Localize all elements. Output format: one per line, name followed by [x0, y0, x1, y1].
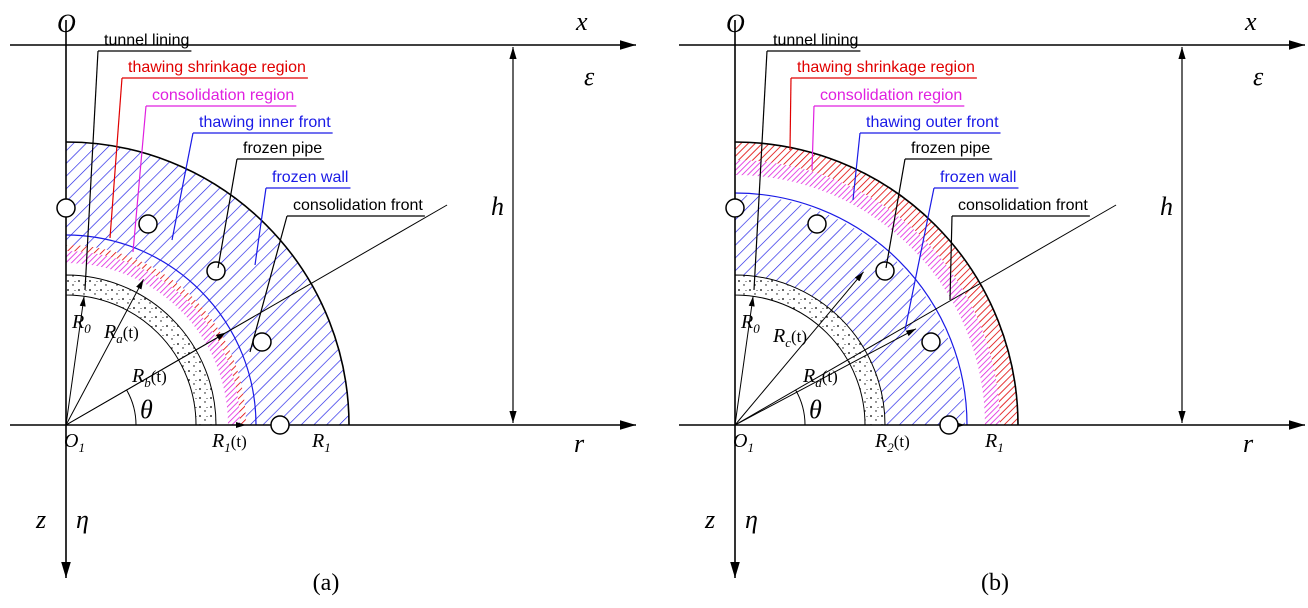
label-sub: 1 [747, 440, 754, 455]
symbol: η [745, 505, 758, 534]
label-base: R [802, 365, 815, 387]
annotation: thawing outer front [866, 114, 999, 131]
radius-label: Rb(t) [131, 365, 167, 390]
frozen-pipe [271, 416, 289, 434]
frozen-pipe [922, 333, 940, 351]
annotation: tunnel lining [773, 32, 858, 49]
annotation: frozen pipe [911, 140, 990, 157]
radius-label: Rd(t) [802, 365, 838, 390]
label-base: O [733, 430, 747, 452]
theta-arc [796, 390, 805, 425]
label-base: R [131, 365, 144, 387]
symbol: θ [809, 395, 822, 424]
frozen-pipe [726, 199, 744, 217]
radius-label: Ra(t) [103, 321, 139, 346]
annotation: consolidation front [293, 197, 423, 214]
label-base: R [874, 430, 887, 452]
radius-label: Rc(t) [772, 325, 807, 350]
label-suffix: (t) [231, 432, 247, 451]
radius-label: R1(t) [211, 430, 247, 455]
annotation: frozen wall [272, 169, 348, 186]
symbol: ε [584, 62, 595, 91]
label-base: R [71, 311, 84, 333]
label-suffix: (t) [151, 367, 167, 386]
label-sub: 1 [997, 440, 1004, 455]
frozen-pipe [808, 215, 826, 233]
frozen-pipe [876, 262, 894, 280]
label-base: R [211, 430, 224, 452]
annotation: thawing shrinkage region [128, 59, 306, 76]
radius-label: O1 [64, 430, 85, 455]
frozen-pipe [253, 333, 271, 351]
label-sub: 1 [78, 440, 85, 455]
annotation: consolidation region [152, 87, 294, 104]
label-base: R [772, 325, 785, 347]
radius-label: R1 [984, 430, 1004, 455]
symbol: h [491, 192, 504, 221]
theta-arc [127, 390, 136, 425]
label-sub: 0 [753, 321, 760, 336]
symbol: O [57, 9, 76, 38]
symbol: x [1244, 7, 1257, 36]
annotation: frozen pipe [243, 140, 322, 157]
symbol: z [704, 505, 715, 534]
label-base: R [103, 321, 116, 343]
label-sub: 0 [84, 321, 91, 336]
symbol: x [575, 7, 588, 36]
label-base: O [64, 430, 78, 452]
symbol: ε [1253, 62, 1264, 91]
label-sub: 1 [324, 440, 331, 455]
symbol: h [1160, 192, 1173, 221]
label-suffix: (t) [822, 367, 838, 386]
radius-label: R0 [740, 311, 760, 336]
symbol: θ [140, 395, 153, 424]
label-suffix: (t) [123, 323, 139, 342]
symbol: z [35, 505, 46, 534]
symbol: O [726, 9, 745, 38]
frozen-pipe [207, 262, 225, 280]
symbol: η [76, 505, 89, 534]
frozen-pipe [940, 416, 958, 434]
figure: OxεhrzηθO1R0Ra(t)Rb(t)R1(t)R1tunnel lini… [0, 0, 1308, 608]
radius-label: R1 [311, 430, 331, 455]
symbol: r [1243, 429, 1254, 458]
label-base: R [740, 311, 753, 333]
leader-line [790, 78, 791, 150]
annotation: thawing inner front [199, 114, 331, 131]
label-base: R [311, 430, 324, 452]
annotation: tunnel lining [104, 32, 189, 49]
annotation: thawing shrinkage region [797, 59, 975, 76]
caption: (a) [313, 570, 340, 596]
radius-label: R2(t) [874, 430, 910, 455]
frozen-pipe [139, 215, 157, 233]
label-suffix: (t) [791, 327, 807, 346]
annotation: consolidation front [958, 197, 1088, 214]
frozen-pipe [57, 199, 75, 217]
symbol: r [574, 429, 585, 458]
radius-label: O1 [733, 430, 754, 455]
label-suffix: (t) [894, 432, 910, 451]
caption: (b) [981, 570, 1009, 596]
annotation: consolidation region [820, 87, 962, 104]
panel: OxεhrzηθO1R0Ra(t)Rb(t)R1(t)R1tunnel lini… [10, 7, 636, 596]
label-base: R [984, 430, 997, 452]
annotation: frozen wall [940, 169, 1016, 186]
radius-label: R0 [71, 311, 91, 336]
